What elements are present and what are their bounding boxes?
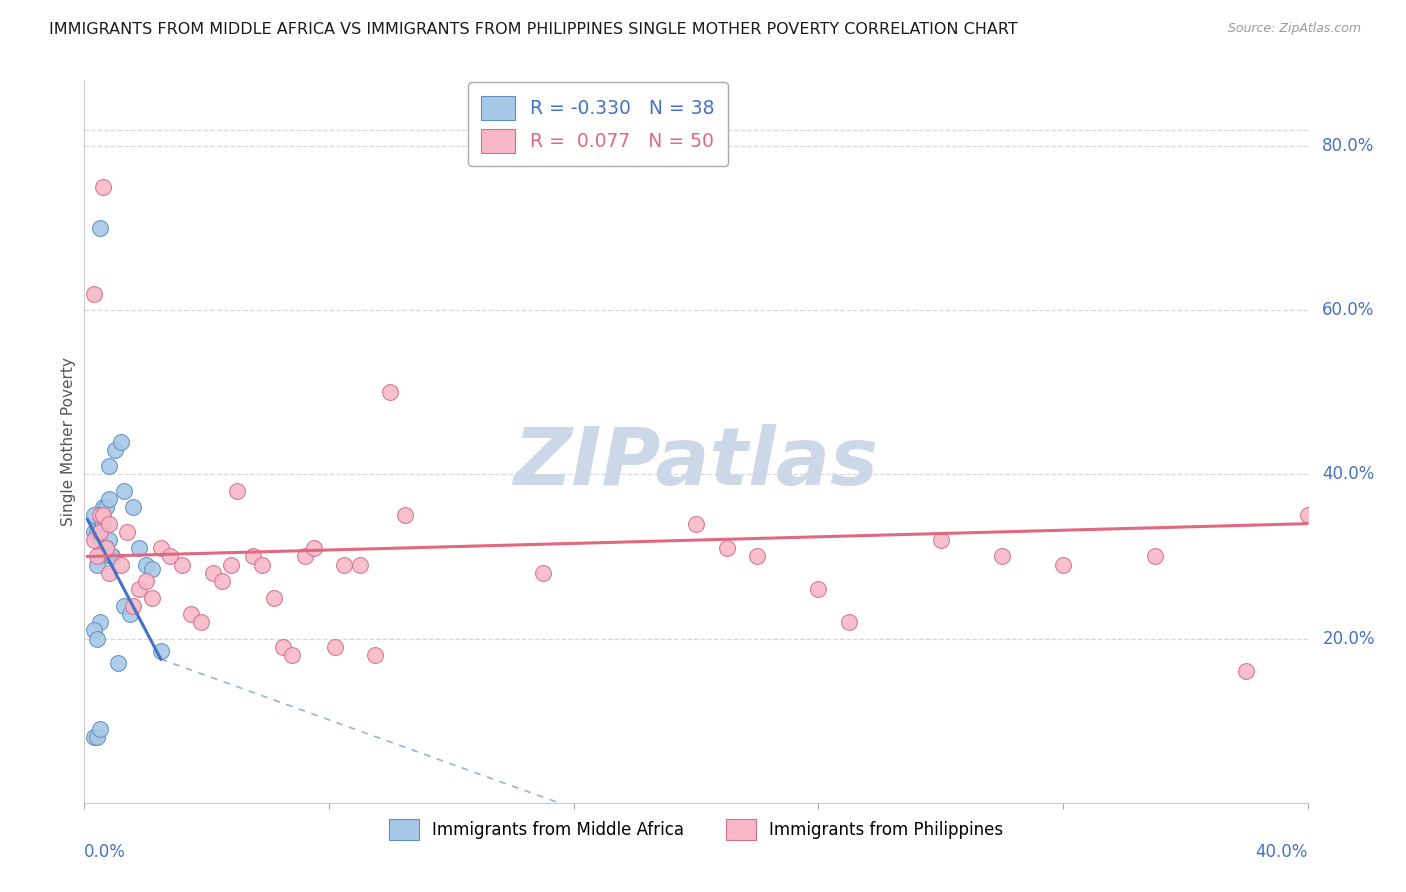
Point	[323, 640, 346, 654]
Point	[141, 562, 163, 576]
Point	[89, 508, 111, 523]
Point	[97, 459, 120, 474]
Point	[838, 615, 860, 630]
Point	[201, 566, 224, 580]
Point	[89, 722, 111, 736]
Point	[94, 541, 117, 556]
Point	[685, 516, 707, 531]
Point	[211, 574, 233, 588]
Point	[89, 615, 111, 630]
Point	[333, 558, 356, 572]
Y-axis label: Single Mother Poverty: Single Mother Poverty	[60, 357, 76, 526]
Point	[91, 180, 114, 194]
Point	[128, 582, 150, 597]
Point	[86, 524, 108, 539]
Point	[364, 648, 387, 662]
Text: IMMIGRANTS FROM MIDDLE AFRICA VS IMMIGRANTS FROM PHILIPPINES SINGLE MOTHER POVER: IMMIGRANTS FROM MIDDLE AFRICA VS IMMIGRA…	[49, 22, 1018, 37]
Point	[242, 549, 264, 564]
Text: 40.0%: 40.0%	[1322, 466, 1375, 483]
Text: 60.0%: 60.0%	[1322, 301, 1375, 319]
Point	[135, 574, 157, 588]
Point	[135, 558, 157, 572]
Point	[302, 541, 325, 556]
Point	[89, 524, 111, 539]
Point	[97, 516, 120, 531]
Point	[141, 591, 163, 605]
Point	[86, 549, 108, 564]
Point	[83, 624, 105, 638]
Point	[91, 500, 114, 515]
Point	[263, 591, 285, 605]
Text: Source: ZipAtlas.com: Source: ZipAtlas.com	[1227, 22, 1361, 36]
Point	[929, 533, 952, 547]
Point	[531, 566, 554, 580]
Point	[250, 558, 273, 572]
Point	[294, 549, 316, 564]
Point	[281, 648, 304, 662]
Point	[94, 500, 117, 515]
Point	[83, 508, 105, 523]
Point	[122, 599, 145, 613]
Point	[91, 549, 114, 564]
Point	[122, 500, 145, 515]
Point	[89, 533, 111, 547]
Point	[86, 632, 108, 646]
Point	[101, 549, 124, 564]
Point	[110, 434, 132, 449]
Point	[83, 730, 105, 744]
Point	[104, 442, 127, 457]
Point	[747, 549, 769, 564]
Point	[91, 516, 114, 531]
Point	[89, 221, 111, 235]
Point	[159, 549, 181, 564]
Point	[716, 541, 738, 556]
Legend: Immigrants from Middle Africa, Immigrants from Philippines: Immigrants from Middle Africa, Immigrant…	[381, 811, 1011, 848]
Point	[83, 286, 105, 301]
Point	[1236, 665, 1258, 679]
Point	[149, 541, 172, 556]
Point	[110, 558, 132, 572]
Point	[394, 508, 416, 523]
Point	[172, 558, 194, 572]
Point	[190, 615, 212, 630]
Point	[149, 644, 172, 658]
Point	[1052, 558, 1074, 572]
Point	[101, 549, 124, 564]
Point	[1143, 549, 1166, 564]
Text: 40.0%: 40.0%	[1256, 843, 1308, 861]
Point	[115, 524, 138, 539]
Point	[349, 558, 371, 572]
Point	[83, 524, 105, 539]
Text: 20.0%: 20.0%	[1322, 630, 1375, 648]
Point	[128, 541, 150, 556]
Text: 80.0%: 80.0%	[1322, 137, 1375, 155]
Point	[112, 483, 135, 498]
Point	[86, 516, 108, 531]
Point	[97, 533, 120, 547]
Point	[991, 549, 1014, 564]
Text: ZIPatlas: ZIPatlas	[513, 425, 879, 502]
Point	[226, 483, 249, 498]
Point	[94, 541, 117, 556]
Point	[91, 516, 114, 531]
Point	[97, 491, 120, 506]
Point	[89, 549, 111, 564]
Point	[86, 730, 108, 744]
Point	[107, 657, 129, 671]
Point	[97, 566, 120, 580]
Point	[86, 558, 108, 572]
Point	[1296, 508, 1319, 523]
Point	[219, 558, 242, 572]
Point	[380, 385, 402, 400]
Point	[94, 541, 117, 556]
Point	[271, 640, 294, 654]
Point	[83, 533, 105, 547]
Text: 0.0%: 0.0%	[84, 843, 127, 861]
Point	[180, 607, 202, 621]
Point	[807, 582, 830, 597]
Point	[91, 508, 114, 523]
Point	[91, 508, 114, 523]
Point	[112, 599, 135, 613]
Point	[120, 607, 142, 621]
